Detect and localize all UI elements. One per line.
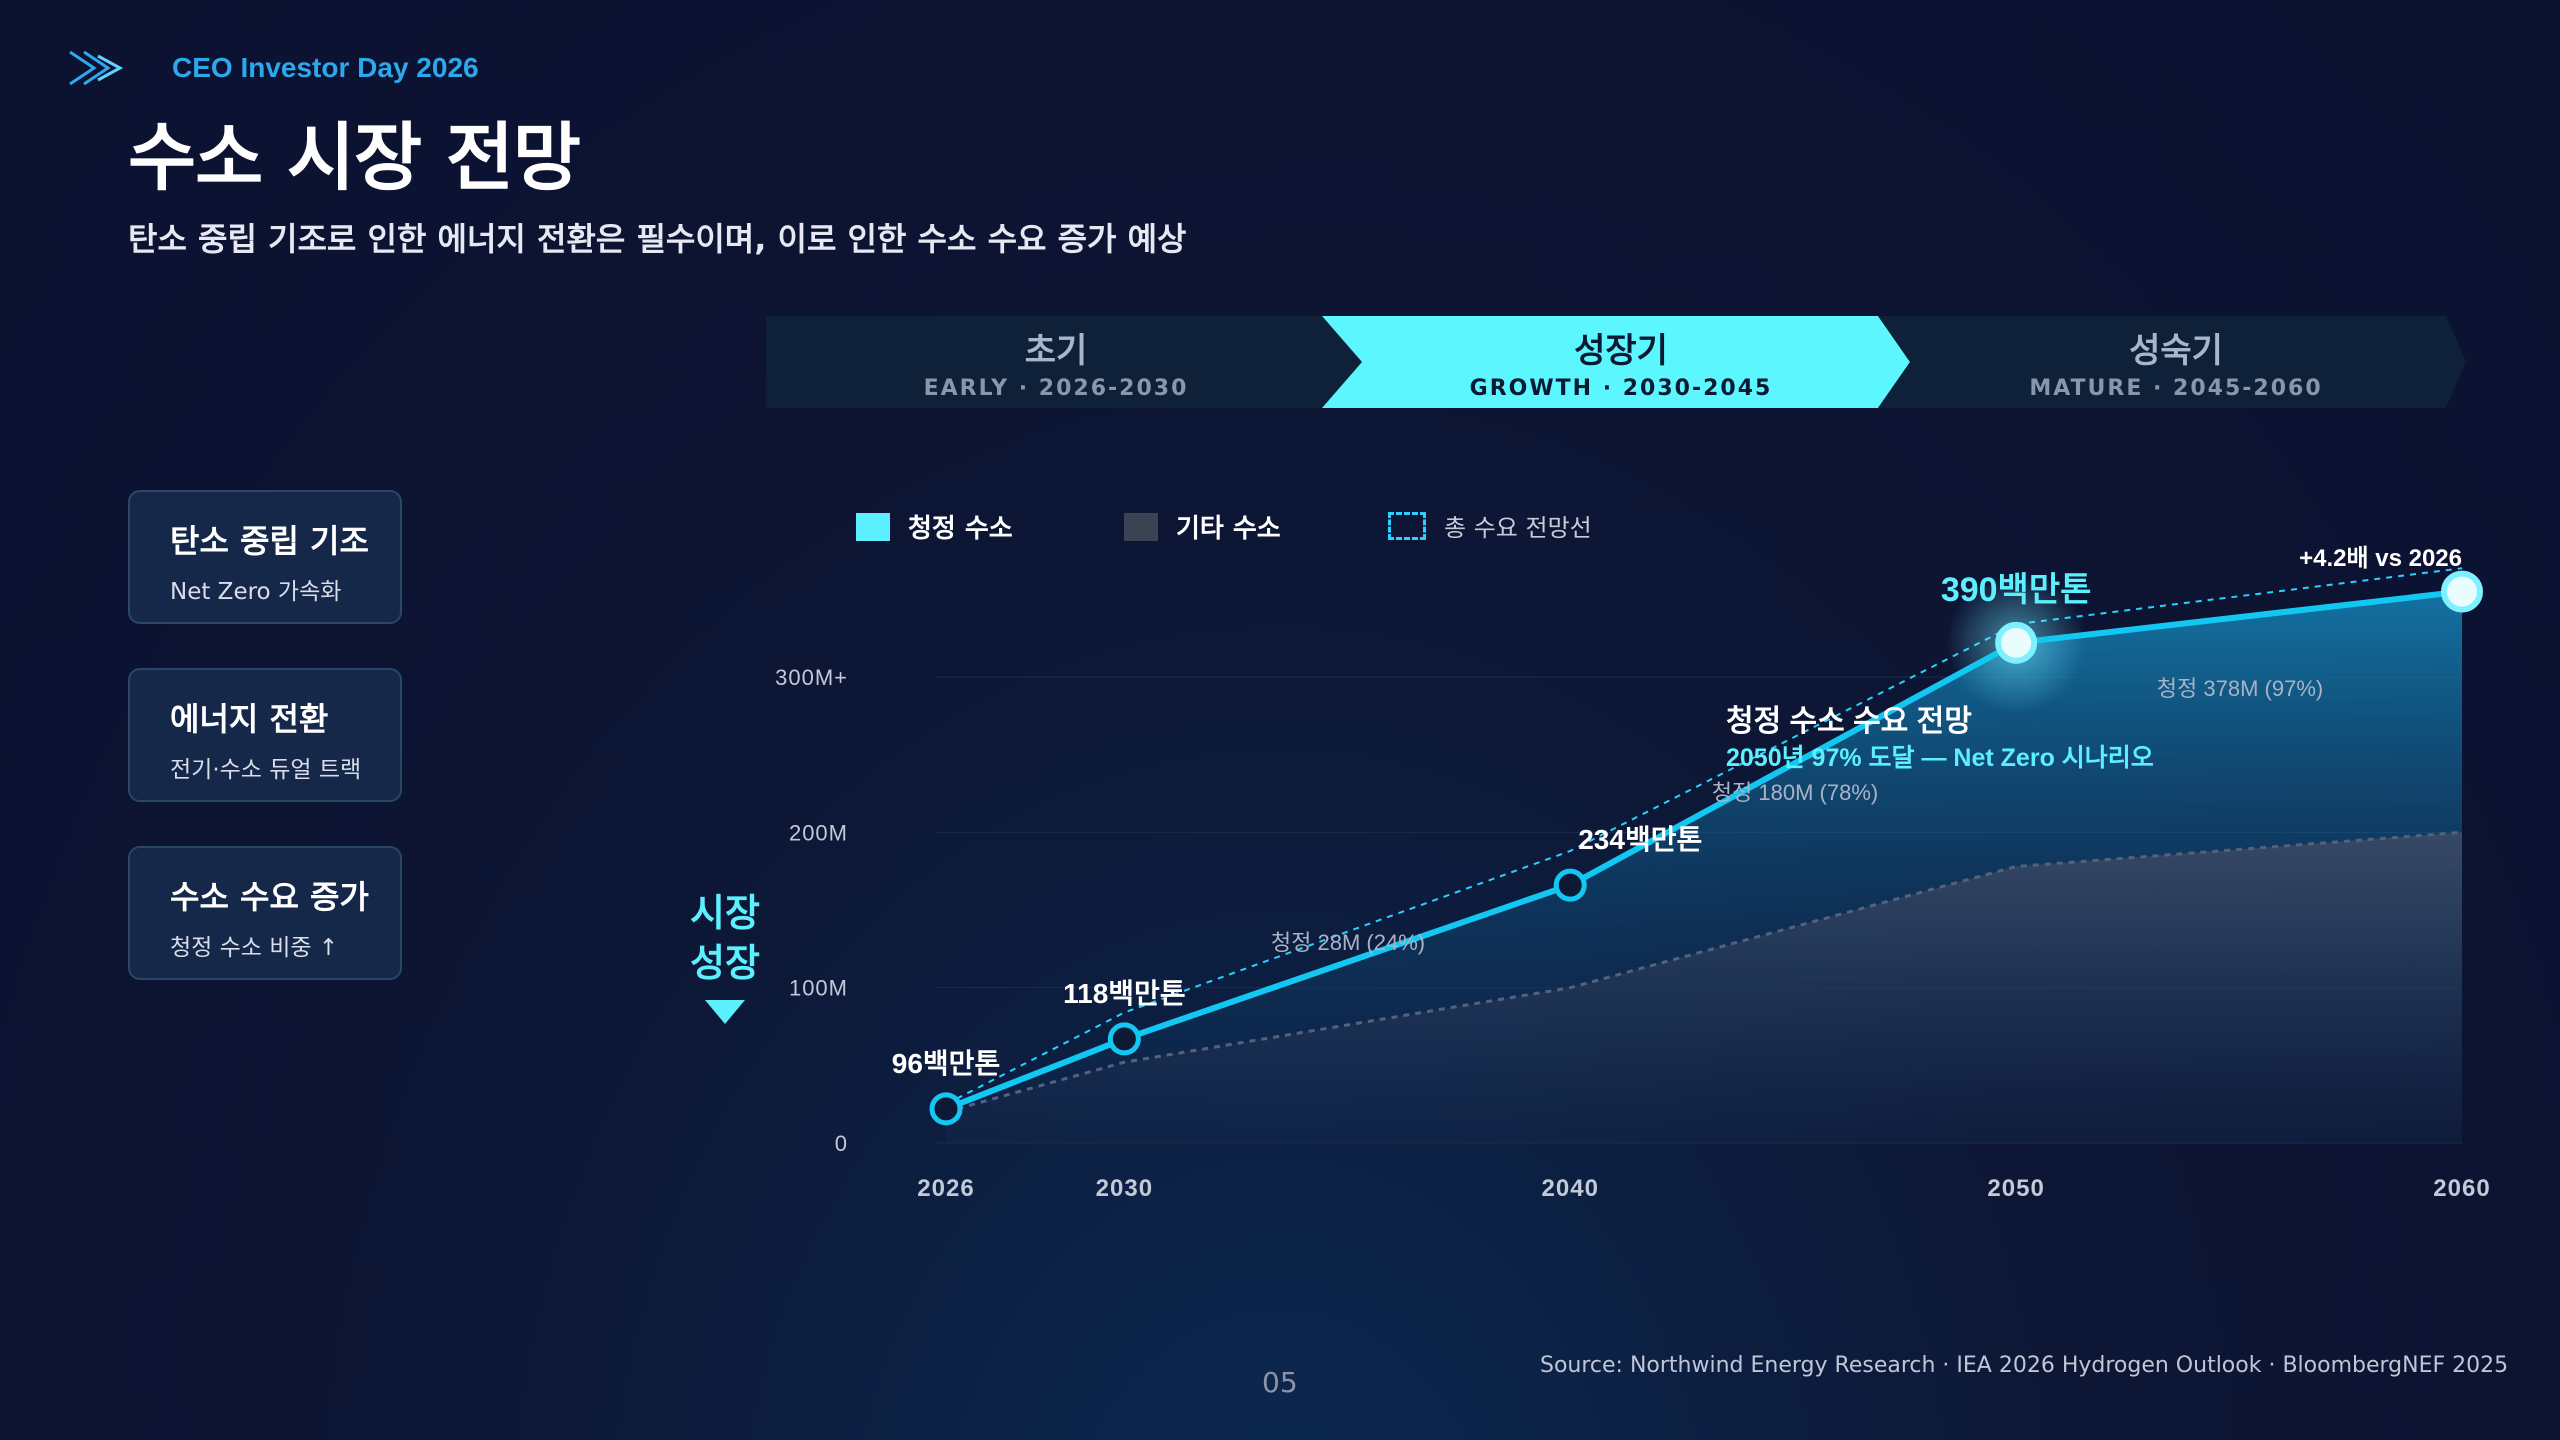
phase-arrows: [766, 316, 2466, 408]
legend-clean: 청정 수소: [856, 508, 1013, 545]
card-subtitle: Net Zero 가속화: [170, 579, 342, 605]
market-growth-line2: 성장: [690, 941, 760, 985]
y-tick-label: 300M+: [775, 665, 848, 690]
point-value-label: 118백만톤: [1063, 978, 1185, 1009]
brand-chevron-icon: [69, 50, 124, 86]
phase-early-arrow: [766, 316, 1362, 408]
page-number: 05: [1262, 1366, 1298, 1399]
phase-mature-name: 성숙기: [2129, 331, 2223, 371]
annotation-text: 2050년 97% 도달 — Net Zero 시나리오: [1726, 744, 2154, 772]
eyebrow-label: CEO Investor Day 2026: [172, 52, 479, 83]
card-title: 탄소 중립 기조: [170, 522, 369, 560]
growth-multiple-label: +4.2배 vs 2026: [2299, 545, 2462, 572]
total-demand-line: [945, 567, 2463, 1106]
page-title: 수소 시장 전망: [128, 115, 581, 201]
clean-data-point: [2441, 570, 2483, 613]
point-value-label: 96백만톤: [892, 1048, 1000, 1079]
legend-other: 기타 수소: [1124, 508, 1281, 545]
legend-clean-label: 청정 수소: [908, 514, 1013, 544]
phase-early-range: EARLY · 2026-2030: [923, 376, 1189, 401]
phase-growth-range: GROWTH · 2030-2045: [1469, 376, 1773, 401]
x-tick-label: 2026: [917, 1175, 974, 1202]
x-tick-label: 2030: [1096, 1175, 1153, 1202]
y-tick-label: 0: [835, 1131, 848, 1156]
phase-mature: 성숙기 MATURE · 2045-2060: [1896, 316, 2456, 408]
legend-other-swatch: [1124, 512, 1158, 541]
legend-total-label: 총 수요 전망선: [1444, 514, 1592, 542]
other-hydrogen-area: [946, 832, 2462, 1143]
card-hydrogen-demand: 수소 수요 증가 청정 수소 비중 ↑: [128, 846, 402, 980]
legend-clean-swatch: [856, 512, 890, 541]
page-subtitle: 탄소 중립 기조로 인한 에너지 전환은 필수이며, 이로 인한 수소 수요 증…: [128, 220, 1187, 258]
market-growth-label: 시장 성장: [690, 888, 760, 1038]
legend-total: 총 수요 전망선: [1388, 508, 1592, 543]
card-subtitle: 전기·수소 듀얼 트랙: [170, 757, 362, 783]
clean-data-point: [1553, 868, 1587, 902]
phase-growth: 성장기 GROWTH · 2030-2045: [1346, 316, 1896, 408]
x-tick-label: 2040: [1542, 1175, 1599, 1202]
phase-early-name: 초기: [1024, 331, 1088, 371]
card-energy-transition: 에너지 전환 전기·수소 듀얼 트랙: [128, 668, 402, 802]
other-hydrogen-line: [945, 830, 2463, 1114]
point-value-label: 390백만톤: [1941, 571, 2092, 609]
annotation-title: 청정 수소 수요 전망: [1726, 705, 1972, 738]
source-citation: Source: Northwind Energy Research · IEA …: [1540, 1353, 2509, 1378]
card-carbon-neutral: 탄소 중립 기조 Net Zero 가속화: [128, 490, 402, 624]
phase-mature-arrow: [1878, 316, 2466, 408]
point-value-label: 234백만톤: [1578, 824, 1702, 855]
phase-growth-arrow: [1322, 316, 1910, 408]
legend-other-label: 기타 수소: [1176, 514, 1281, 544]
arrow-down-icon: [704, 1000, 745, 1024]
card-title: 에너지 전환: [170, 700, 329, 738]
clean-share-label: 청정 180M (78%): [1712, 780, 1878, 805]
clean-share-label: 청정 378M (97%): [2157, 676, 2323, 701]
clean-share-label: 청정 28M (24%): [1271, 930, 1425, 955]
phase-timeline: 초기 EARLY · 2026-2030 성장기 GROWTH · 2030-2…: [766, 316, 2466, 408]
clean-data-point: [929, 1092, 963, 1126]
y-tick-label: 200M: [789, 820, 848, 845]
market-growth-line1: 시장: [690, 891, 760, 935]
clean-data-point: [1107, 1022, 1141, 1056]
card-title: 수소 수요 증가: [170, 878, 369, 916]
x-tick-label: 2050: [1987, 1175, 2044, 1202]
x-tick-label: 2060: [2433, 1175, 2490, 1202]
legend-total-swatch: [1388, 511, 1426, 540]
card-subtitle: 청정 수소 비중 ↑: [170, 935, 339, 961]
clean-data-point: [1995, 621, 2038, 664]
phase-early: 초기 EARLY · 2026-2030: [766, 316, 1346, 408]
phase-growth-name: 성장기: [1574, 331, 1668, 371]
y-tick-label: 100M: [789, 976, 848, 1001]
phase-mature-range: MATURE · 2045-2060: [2029, 376, 2323, 401]
